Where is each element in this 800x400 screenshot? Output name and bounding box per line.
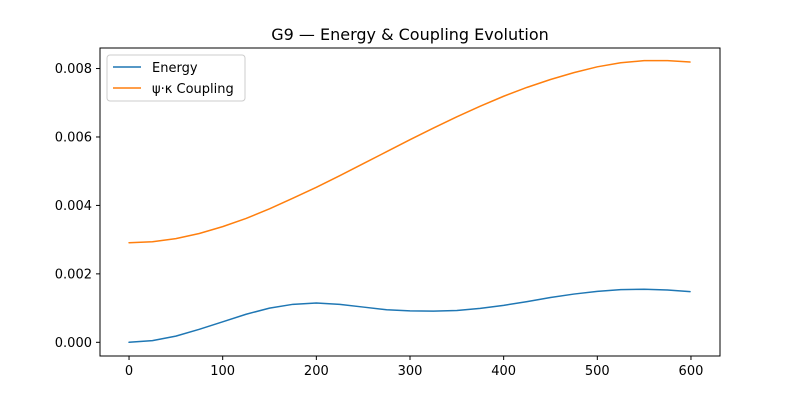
y-tick-label: 0.002 — [55, 267, 92, 282]
x-tick-label: 500 — [585, 364, 610, 379]
x-tick-label: 200 — [304, 364, 329, 379]
x-tick-label: 300 — [398, 364, 423, 379]
series-line-coupling — [128, 59, 691, 244]
legend-label: ψ·κ Coupling — [152, 82, 234, 97]
series-line-energy — [128, 288, 691, 344]
x-tick-label: 400 — [491, 364, 516, 379]
y-tick-label: 0.000 — [55, 336, 92, 351]
y-tick-label: 0.004 — [55, 199, 92, 214]
y-tick-label: 0.008 — [55, 62, 92, 77]
y-axis: 0.000 0.002 0.004 0.006 0.008 — [55, 62, 100, 351]
y-tick-label: 0.006 — [55, 130, 92, 145]
x-tick-label: 100 — [210, 364, 235, 379]
legend: Energy ψ·κ Coupling — [106, 54, 246, 102]
legend-box — [106, 54, 246, 102]
x-tick-label: 600 — [679, 364, 704, 379]
x-axis: 0 100 200 300 400 500 600 — [125, 356, 703, 379]
x-tick-label: 0 — [125, 364, 133, 379]
chart-title: G9 — Energy & Coupling Evolution — [271, 25, 549, 44]
legend-label: Energy — [152, 61, 198, 76]
series-layer — [128, 59, 691, 344]
